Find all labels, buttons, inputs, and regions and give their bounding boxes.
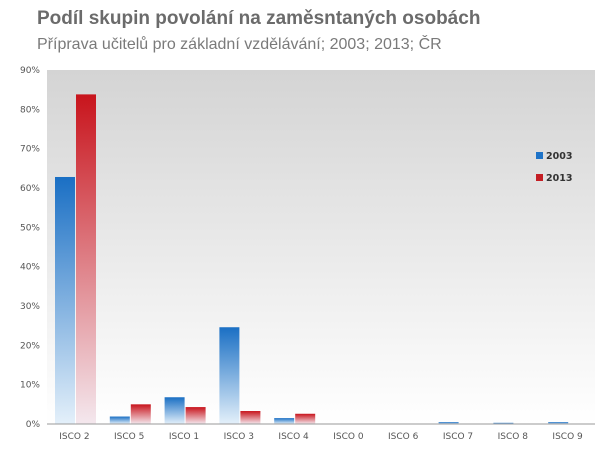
bar-2013-isco-4 bbox=[295, 413, 316, 424]
x-tick-label: ISCO 7 bbox=[443, 432, 473, 442]
y-tick-label: 50% bbox=[20, 223, 40, 233]
bar-2003-isco-5 bbox=[109, 416, 130, 424]
x-tick-label: ISCO 3 bbox=[224, 432, 254, 442]
y-tick-label: 60% bbox=[20, 184, 40, 194]
plot-area bbox=[47, 70, 595, 424]
x-tick-label: ISCO 2 bbox=[59, 432, 89, 442]
x-tick-label: ISCO 0 bbox=[333, 432, 364, 442]
bar-2013-isco-5 bbox=[130, 404, 151, 424]
x-tick-label: ISCO 6 bbox=[388, 432, 419, 442]
bar-2003-isco-4 bbox=[274, 418, 295, 424]
bar-2003-isco-2 bbox=[55, 176, 75, 424]
x-tick-label: ISCO 9 bbox=[552, 432, 583, 442]
x-tick-label: ISCO 4 bbox=[278, 432, 309, 442]
bar-2013-isco-1 bbox=[185, 407, 206, 424]
y-tick-label: 80% bbox=[20, 105, 40, 115]
bar-2003-isco-8 bbox=[493, 422, 514, 424]
legend-label-2003: 2003 bbox=[546, 151, 572, 162]
bar-2003-isco-1 bbox=[164, 397, 185, 424]
y-tick-label: 20% bbox=[20, 341, 40, 351]
y-tick-label: 90% bbox=[20, 66, 40, 76]
chart-title: Podíl skupin povolání na zaměsntaných os… bbox=[37, 8, 481, 29]
bar-2013-isco-2 bbox=[76, 94, 96, 425]
y-tick-label: 0% bbox=[26, 420, 41, 430]
legend-label-2013: 2013 bbox=[546, 173, 572, 184]
legend-swatch-2003 bbox=[536, 152, 543, 159]
legend: 2003 2013 bbox=[536, 151, 572, 184]
x-tick-label: ISCO 1 bbox=[169, 432, 199, 442]
legend-swatch-2013 bbox=[536, 174, 543, 181]
bar-2003-isco-7 bbox=[438, 422, 459, 424]
y-tick-label: 40% bbox=[20, 263, 40, 273]
chart-subtitle: Příprava učitelů pro základní vzdělávání… bbox=[37, 36, 442, 53]
x-tick-label: ISCO 8 bbox=[498, 432, 529, 442]
x-tick-label: ISCO 5 bbox=[114, 432, 144, 442]
bar-2003-isco-9 bbox=[548, 422, 569, 424]
y-tick-label: 70% bbox=[20, 145, 40, 155]
y-tick-label: 10% bbox=[20, 381, 40, 391]
bar-2003-isco-3 bbox=[219, 327, 240, 424]
y-tick-label: 30% bbox=[20, 302, 40, 312]
bar-2013-isco-3 bbox=[240, 411, 261, 424]
